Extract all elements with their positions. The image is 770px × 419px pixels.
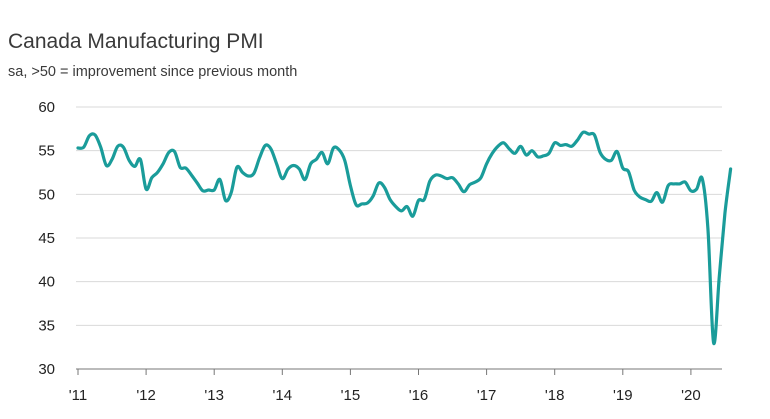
- y-tick-label: 50: [38, 186, 55, 203]
- y-tick-label: 40: [38, 274, 55, 291]
- y-tick-label: 45: [38, 230, 55, 247]
- gridlines: [76, 106, 722, 326]
- x-tick-label: '18: [545, 387, 565, 404]
- y-axis-ticks: 30 35 40 45 50 55 60: [38, 99, 55, 378]
- x-tick-label: '12: [136, 387, 156, 404]
- y-tick-label: 30: [38, 361, 55, 378]
- x-tick-label: '14: [273, 387, 293, 404]
- chart-title: Canada Manufacturing PMI: [8, 30, 264, 53]
- x-tick-label: '17: [477, 387, 497, 404]
- x-tick-label: '15: [341, 387, 361, 404]
- chart-subtitle: sa, >50 = improvement since previous mon…: [8, 64, 298, 80]
- y-tick-label: 60: [38, 99, 55, 116]
- pmi-series-line: [76, 130, 733, 346]
- x-axis-ticks: '11 '12 '13 '14 '15 '16 '17 '18 '19 '20: [69, 369, 701, 404]
- y-tick-label: 35: [38, 317, 55, 334]
- x-tick-label: '16: [409, 387, 429, 404]
- x-tick-label: '11: [69, 387, 87, 404]
- x-tick-label: '19: [613, 387, 633, 404]
- y-tick-label: 55: [38, 143, 55, 160]
- x-tick-label: '20: [681, 387, 701, 404]
- x-tick-label: '13: [204, 387, 224, 404]
